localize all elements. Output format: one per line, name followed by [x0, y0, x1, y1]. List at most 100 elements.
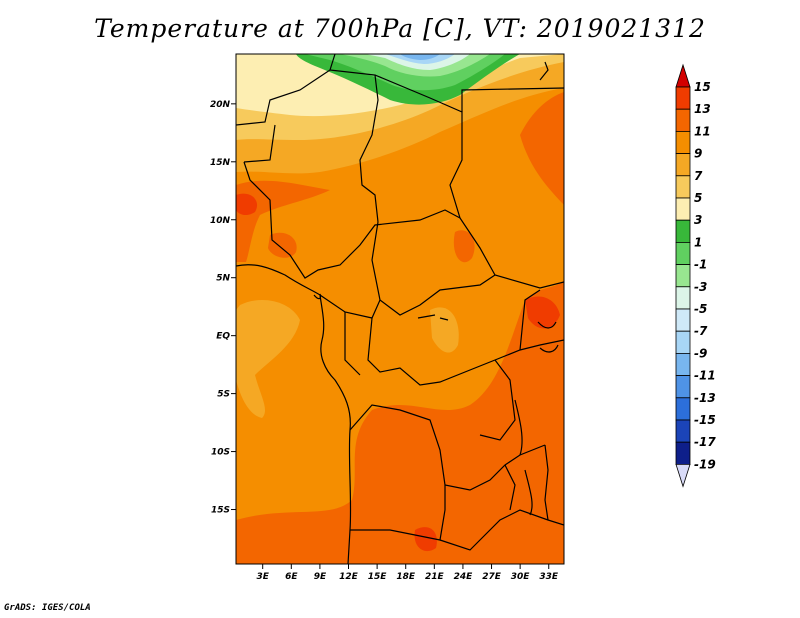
field-band-11-13-east	[520, 92, 564, 205]
colorbar-label: 5	[694, 191, 702, 205]
border	[367, 317, 564, 386]
longitude-axis: 3E 6E 9E 12E 15E 18E 21E 24E 27E 30E 33E	[256, 564, 559, 582]
map-frame	[235, 53, 565, 565]
colorbar-swatch	[675, 419, 691, 443]
temperature-field	[236, 54, 564, 564]
lat-tick-label: 10S	[211, 448, 230, 458]
field-band-13-15-spot	[236, 193, 258, 216]
border	[236, 54, 336, 126]
border	[479, 359, 516, 441]
colorbar-swatch	[675, 264, 691, 288]
lon-tick-label: 33E	[539, 572, 559, 582]
lon-tick-label: 27E	[482, 572, 502, 582]
colorbar-label: -7	[694, 324, 708, 338]
lake	[417, 314, 436, 319]
colorbar-swatch	[675, 330, 691, 354]
country-borders	[236, 54, 564, 564]
colorbar-label: 7	[694, 169, 703, 183]
lon-tick-label: 18E	[396, 572, 416, 582]
lake	[524, 469, 533, 516]
border	[374, 74, 564, 289]
lat-tick-label: 15N	[210, 158, 231, 168]
lat-tick-label: 10N	[210, 216, 231, 226]
colorbar-label: -13	[694, 391, 716, 405]
lake	[313, 293, 322, 300]
field-band-11-13-south	[236, 280, 564, 564]
field-band-11-13-west	[236, 180, 330, 262]
field-band-7-9-blob	[430, 307, 459, 353]
colorbar-swatch	[675, 219, 691, 243]
latitude-axis: 20N 15N 10N 5N EQ 5S 10S 15S	[210, 100, 236, 516]
field-band-11-13-blob	[453, 230, 475, 263]
border	[439, 509, 564, 551]
field-band-13-15-spot	[414, 527, 437, 552]
colorbar-swatch	[675, 108, 691, 132]
border	[371, 221, 496, 316]
colorbar-swatch	[675, 153, 691, 177]
colorbar-swatch	[675, 397, 691, 421]
chart-title: Temperature at 700hPa [C], VT: 201902131…	[94, 14, 706, 43]
colorbar-label: -15	[694, 413, 716, 427]
colorbar-label: 3	[694, 213, 702, 227]
lon-tick-label: 21E	[425, 572, 445, 582]
lat-tick-label: 5N	[216, 274, 230, 284]
border	[329, 69, 379, 223]
lon-tick-label: 30E	[511, 572, 531, 582]
colorbar-top-arrow	[675, 63, 691, 88]
lon-tick-label: 6E	[285, 572, 298, 582]
colorbar-swatch	[675, 286, 691, 310]
field-band-13-15-spot	[525, 296, 560, 329]
colorbar-swatch	[675, 308, 691, 332]
lake	[537, 321, 557, 329]
coastline	[236, 264, 352, 564]
lat-tick-label: 20N	[210, 100, 231, 110]
colorbar: 15 13 11 9 7 5 3 1 -1 -3 -5 -7 -9 -11 -13 -15 -17 -19	[675, 63, 716, 488]
border	[461, 87, 564, 112]
border	[243, 124, 276, 163]
coast-detail	[539, 61, 549, 81]
colorbar-swatch	[675, 175, 691, 199]
border	[319, 294, 381, 319]
colorbar-label: 11	[694, 124, 711, 138]
field-band-7-9-blob	[236, 300, 300, 418]
colorbar-swatch	[675, 441, 691, 465]
border	[344, 312, 361, 376]
lake	[439, 317, 449, 321]
colorbar-bottom-arrow	[675, 463, 691, 488]
colorbar-label: 15	[694, 80, 711, 94]
border	[519, 289, 541, 351]
colorbar-label: -11	[694, 369, 716, 383]
colorbar-label: -3	[694, 280, 707, 294]
lon-tick-label: 9E	[314, 572, 327, 582]
colorbar-swatch	[675, 86, 691, 110]
border	[544, 444, 549, 521]
lon-tick-label: 15E	[368, 572, 388, 582]
field-band-m9-m7	[400, 54, 440, 60]
colorbar-swatch	[675, 241, 691, 265]
lat-tick-label: 15S	[211, 506, 230, 516]
colorbar-swatch	[675, 197, 691, 221]
credit-text: GrADS: IGES/COLA	[4, 603, 91, 613]
colorbar-label: -1	[694, 258, 707, 272]
lat-tick-label: EQ	[216, 332, 230, 342]
lat-tick-label: 5S	[217, 390, 230, 400]
border	[350, 485, 446, 541]
lon-tick-label: 12E	[339, 572, 359, 582]
colorbar-label: 13	[694, 102, 711, 116]
field-band-11-13-blob	[268, 232, 297, 258]
lon-tick-label: 24E	[454, 572, 474, 582]
colorbar-label: -19	[694, 457, 716, 471]
colorbar-label: -9	[694, 346, 707, 360]
border	[504, 464, 516, 511]
colorbar-label: -17	[694, 435, 716, 449]
colorbar-swatch	[675, 130, 691, 154]
lon-tick-label: 3E	[256, 572, 269, 582]
lake	[514, 399, 523, 456]
colorbar-swatch	[675, 352, 691, 376]
border	[243, 161, 461, 279]
lake	[539, 344, 559, 353]
colorbar-label: 1	[694, 235, 702, 249]
colorbar-label: 9	[694, 147, 702, 161]
colorbar-label: -5	[694, 302, 707, 316]
